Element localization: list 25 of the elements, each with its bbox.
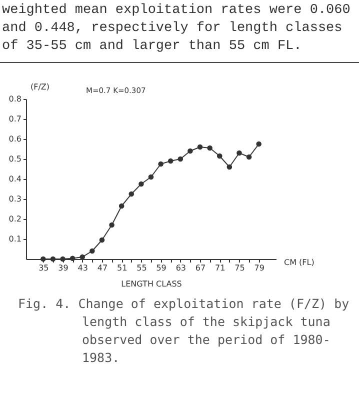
y-tick-label: 0.6 xyxy=(8,134,22,144)
x-tick-label: 71 xyxy=(215,264,226,272)
x-tick-label: 79 xyxy=(254,264,264,272)
y-axis-title: (F/Z) xyxy=(30,82,50,92)
x-tick-label: 43 xyxy=(78,264,88,272)
x-tick-label: 39 xyxy=(58,264,68,272)
x-tick-label: 75 xyxy=(234,264,245,272)
x-tick-label: 59 xyxy=(156,264,166,272)
y-tick-label: 0.8 xyxy=(8,94,22,104)
y-tick-label: 0.3 xyxy=(8,194,22,204)
y-tick-label: 0.2 xyxy=(8,214,22,224)
text: CM (FL) xyxy=(284,258,314,267)
x-tick-label: 35 xyxy=(38,264,49,272)
x-tick-label: 47 xyxy=(97,264,108,272)
x-axis-title: LENGTH CLASS xyxy=(121,280,182,288)
y-tick-label: 0.7 xyxy=(8,114,22,124)
y-tick-label: 0.4 xyxy=(8,174,22,184)
x-tick-label: 67 xyxy=(195,264,206,272)
x-tick-label: 63 xyxy=(176,264,186,272)
y-tick-label: 0.1 xyxy=(8,234,22,244)
x-tick-label: 55 xyxy=(136,264,147,272)
y-tick-label: 0.5 xyxy=(8,154,22,164)
text: weighted mean exploitation rates were 0.060 and 0.448, respectively for length classes of 35-55 cm and larger than 55 cm FL. xyxy=(0,0,359,63)
x-tick-label: 51 xyxy=(116,264,128,272)
caption: Fig. 4. Change of exploitation rate (F/Z) by length class of the skipjack tuna observed over the period of 1980-1983. xyxy=(18,295,350,367)
